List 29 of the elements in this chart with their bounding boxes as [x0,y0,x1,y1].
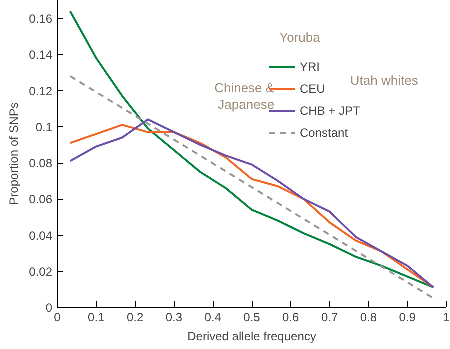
x-tick-label: 1 [443,310,450,324]
legend-label: Constant [300,124,348,142]
line-series [69,10,435,289]
y-axis-title: Proportion of SNPs [7,102,22,206]
x-tick-label: 0 [54,310,62,324]
legend-label: CEU [300,80,326,98]
y-tick-label: 0.14 [29,48,53,62]
x-tick-label: 0.1 [88,310,106,324]
y-tick-label: 0 [46,301,53,315]
y-tick-label: 0.02 [29,264,53,279]
x-tick-label: 0.9 [399,310,416,324]
x-tick-label: 0.2 [126,310,144,324]
y-tick-label: 0.04 [29,228,53,243]
y-tick-label: 0.08 [29,156,53,171]
x-tick-label: 0.5 [244,310,261,324]
y-tick-label: 0.06 [29,192,53,207]
x-tick-label: 0.7 [321,310,338,324]
annotation: Utah whites [350,72,419,88]
x-tick-label: 0.4 [204,310,222,324]
y-tick-label: 0.16 [29,12,53,26]
legend-label: YRI [300,58,320,76]
legend-label: CHB + JPT [300,102,360,120]
y-tick-label: 0.1 [36,120,53,134]
x-tick-label: 0.6 [282,310,300,324]
x-tick-label: 0.8 [360,310,378,324]
x-tick-label: 0.3 [166,310,183,324]
annotation: Yoruba [280,30,322,45]
y-tick-label: 0.12 [29,84,53,98]
x-axis-title: Derived allele frequency [188,330,316,344]
